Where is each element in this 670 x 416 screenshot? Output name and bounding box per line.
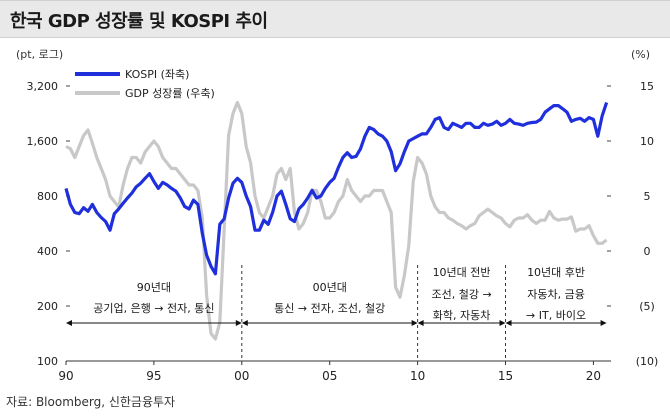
right-axis-unit: (%) [631,48,650,61]
era-annotation-text: 10년대 전반 [433,266,491,279]
era-annotation-text: → IT, 바이오 [526,309,586,322]
era-annotation-text: 90년대 [137,281,171,294]
right-tick-label: 10 [640,135,654,148]
kospi-line [64,101,609,276]
era-annotation-text: 통신 → 전자, 조선, 철강 [274,302,385,315]
legend-kospi-label: KOSPI (좌축) [125,68,189,81]
arrow-head-right [411,320,418,326]
x-axis: 90 95 00 05 10 15 20 [58,360,611,383]
era-annotation-text: 공기업, 은행 → 전자, 통신 [93,302,214,315]
x-tick-label: 20 [586,369,601,383]
left-tick-label: 100 [37,355,58,368]
left-axis: 100 200 400 800 1,600 3,200 [27,80,70,368]
arrow-head-left [66,320,72,326]
legend-gdp-label: GDP 성장률 (우축) [125,87,215,100]
left-tick-label: 200 [37,300,58,313]
era-annotation-text: 자동차, 금융 [527,288,585,301]
era-annotation-text: 화학, 자동차 [433,309,491,322]
era-annotation-text: 조선, 철강 → [431,288,491,301]
x-tick-label: 05 [322,369,337,383]
right-tick-label: 15 [640,80,654,93]
x-tick-label: 95 [146,369,161,383]
era-annotation-text: 00년대 [313,281,347,294]
x-tick-label: 90 [58,369,73,383]
arrow-head-right [499,320,506,326]
arrow-head-left [417,320,424,326]
gdp-growth-line [65,100,608,341]
x-tick-label: 10 [410,369,425,383]
legend: KOSPI (좌축) GDP 성장률 (우축) [75,68,215,100]
arrow-head-left [505,320,512,326]
right-axis: (10) (5) 0 5 10 15 [607,80,658,368]
left-tick-label: 400 [37,245,58,258]
left-tick-label: 800 [37,190,58,203]
left-tick-label: 3,200 [27,80,59,93]
title-bar: 한국 GDP 성장률 및 KOSPI 추이 [0,0,670,38]
x-tick-label: 15 [498,369,513,383]
era-annotation-text: 10년대 후반 [527,266,585,279]
chart-title: 한국 GDP 성장률 및 KOSPI 추이 [10,11,268,32]
left-axis-unit: (pt, 로그) [16,48,63,61]
right-tick-label: (10) [636,355,659,368]
right-tick-label: (5) [639,300,655,313]
arrow-head-left [241,320,248,326]
left-tick-label: 1,600 [27,135,59,148]
x-tick-label: 00 [234,369,249,383]
right-tick-label: 5 [644,190,651,203]
series-layer [64,100,609,341]
arrow-head-right [600,320,607,326]
arrow-head-right [235,320,242,326]
right-tick-label: 0 [644,245,651,258]
source-note: 자료: Bloomberg, 신한금융투자 [6,395,176,409]
